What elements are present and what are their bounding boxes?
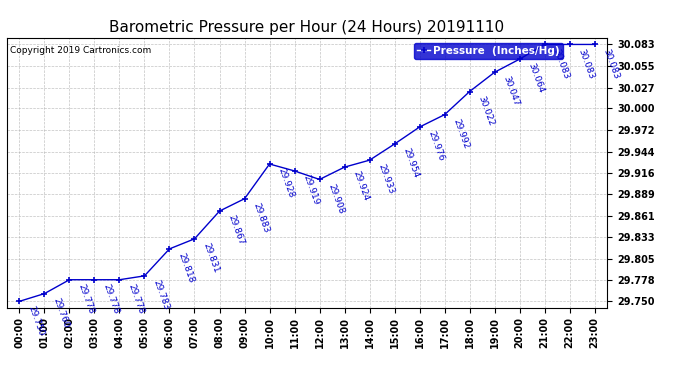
Text: 30.083: 30.083 bbox=[602, 47, 621, 80]
Line: Pressure  (Inches/Hg): Pressure (Inches/Hg) bbox=[16, 41, 598, 305]
Text: 29.778: 29.778 bbox=[101, 282, 121, 315]
Pressure  (Inches/Hg) bbox=[266, 162, 274, 166]
Text: 29.760: 29.760 bbox=[51, 296, 70, 329]
Text: Copyright 2019 Cartronics.com: Copyright 2019 Cartronics.com bbox=[10, 46, 151, 55]
Pressure  (Inches/Hg) bbox=[466, 89, 474, 94]
Text: 30.083: 30.083 bbox=[577, 47, 596, 80]
Text: 30.083: 30.083 bbox=[551, 47, 571, 80]
Text: 29.992: 29.992 bbox=[451, 117, 471, 150]
Pressure  (Inches/Hg) bbox=[315, 177, 324, 182]
Text: 30.064: 30.064 bbox=[526, 62, 546, 94]
Pressure  (Inches/Hg) bbox=[115, 278, 124, 282]
Text: 29.928: 29.928 bbox=[277, 167, 295, 200]
Pressure  (Inches/Hg) bbox=[140, 274, 148, 278]
Pressure  (Inches/Hg) bbox=[340, 165, 348, 170]
Text: 29.783: 29.783 bbox=[151, 279, 170, 311]
Text: 29.976: 29.976 bbox=[426, 130, 446, 162]
Pressure  (Inches/Hg) bbox=[166, 247, 174, 251]
Pressure  (Inches/Hg) bbox=[240, 196, 248, 201]
Pressure  (Inches/Hg) bbox=[215, 209, 224, 213]
Text: 29.867: 29.867 bbox=[226, 214, 246, 246]
Text: 30.022: 30.022 bbox=[477, 94, 495, 127]
Pressure  (Inches/Hg) bbox=[391, 142, 399, 146]
Text: 29.883: 29.883 bbox=[251, 201, 270, 234]
Pressure  (Inches/Hg) bbox=[515, 57, 524, 62]
Pressure  (Inches/Hg) bbox=[90, 278, 99, 282]
Text: 29.778: 29.778 bbox=[77, 282, 96, 315]
Pressure  (Inches/Hg) bbox=[190, 237, 199, 241]
Pressure  (Inches/Hg) bbox=[591, 42, 599, 47]
Pressure  (Inches/Hg) bbox=[66, 278, 74, 282]
Text: 29.818: 29.818 bbox=[177, 252, 196, 284]
Text: 29.750: 29.750 bbox=[26, 304, 46, 337]
Title: Barometric Pressure per Hour (24 Hours) 20191110: Barometric Pressure per Hour (24 Hours) … bbox=[110, 20, 504, 35]
Pressure  (Inches/Hg) bbox=[15, 299, 23, 304]
Text: 30.047: 30.047 bbox=[502, 75, 521, 108]
Pressure  (Inches/Hg) bbox=[40, 291, 48, 296]
Text: 29.924: 29.924 bbox=[351, 170, 371, 202]
Pressure  (Inches/Hg) bbox=[366, 158, 374, 162]
Pressure  (Inches/Hg) bbox=[415, 125, 424, 129]
Pressure  (Inches/Hg) bbox=[566, 42, 574, 47]
Pressure  (Inches/Hg) bbox=[290, 169, 299, 173]
Legend: Pressure  (Inches/Hg): Pressure (Inches/Hg) bbox=[414, 43, 563, 59]
Text: 29.831: 29.831 bbox=[201, 242, 221, 274]
Pressure  (Inches/Hg) bbox=[440, 112, 449, 117]
Text: 29.954: 29.954 bbox=[402, 147, 421, 179]
Text: 29.933: 29.933 bbox=[377, 163, 396, 196]
Pressure  (Inches/Hg) bbox=[540, 42, 549, 47]
Text: 29.778: 29.778 bbox=[126, 282, 146, 315]
Pressure  (Inches/Hg) bbox=[491, 70, 499, 75]
Text: 29.919: 29.919 bbox=[302, 174, 321, 206]
Text: 29.908: 29.908 bbox=[326, 182, 346, 215]
